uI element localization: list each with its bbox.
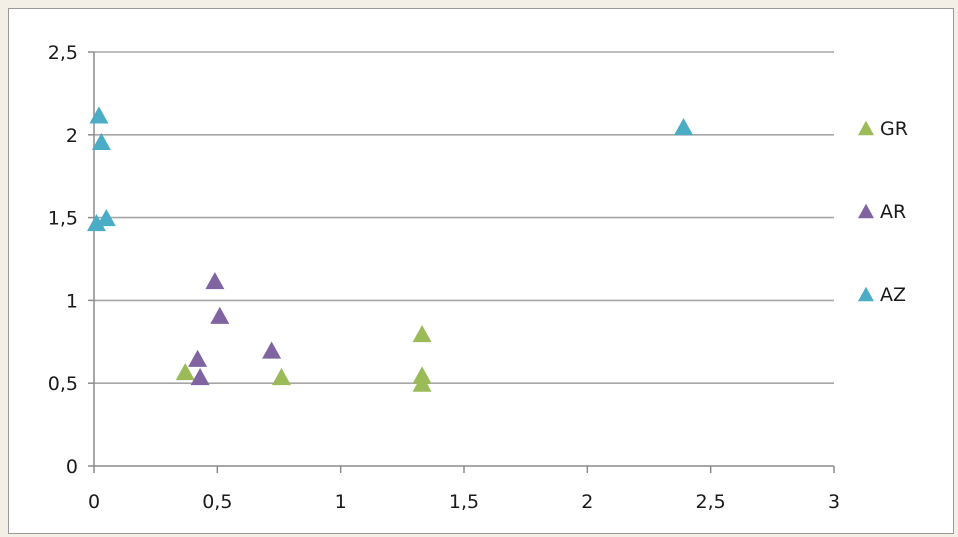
x-tick-label: 1 xyxy=(335,491,347,513)
data-point-gr xyxy=(412,374,432,392)
data-points xyxy=(86,106,694,392)
chart-frame xyxy=(8,8,954,534)
axes: 0 0,5 1 1,5 2 2,5 0 0,5 1 1,5 2 2,5 3 xyxy=(48,42,840,513)
data-point-ar xyxy=(262,341,282,359)
x-tick-label: 2 xyxy=(581,491,593,513)
x-tick-label: 3 xyxy=(828,491,840,513)
data-point-gr xyxy=(271,368,291,386)
x-tick-label: 0 xyxy=(88,491,100,513)
y-tick-label: 0 xyxy=(66,456,78,478)
data-point-ar xyxy=(205,271,225,290)
y-tick-label: 0,5 xyxy=(48,373,78,395)
data-point-az xyxy=(91,132,111,150)
legend-marker-az xyxy=(858,286,874,302)
data-point-az xyxy=(89,106,109,124)
y-tick-label: 2,5 xyxy=(48,42,78,64)
y-tick-label: 1,5 xyxy=(48,208,78,230)
legend-label-gr: GR xyxy=(880,118,908,140)
legend-label-ar: AR xyxy=(880,201,906,223)
data-point-ar xyxy=(210,306,230,324)
x-tick-label: 1,5 xyxy=(449,491,479,513)
data-point-az xyxy=(674,117,694,136)
legend-marker-ar xyxy=(858,203,874,219)
data-point-gr xyxy=(175,363,195,381)
legend-label-az: AZ xyxy=(880,284,906,306)
gridlines xyxy=(94,51,834,385)
data-point-az xyxy=(86,214,106,232)
data-point-ar xyxy=(190,368,210,386)
legend: GR AR AZ xyxy=(858,118,908,306)
x-tick-label: 0,5 xyxy=(202,491,232,513)
data-point-az xyxy=(96,209,116,227)
x-tick-label: 2,5 xyxy=(696,491,726,513)
y-tick-label: 1 xyxy=(66,290,78,312)
y-tick-label: 2 xyxy=(66,125,78,147)
data-point-gr xyxy=(412,324,432,343)
legend-marker-gr xyxy=(858,120,874,136)
data-point-ar xyxy=(188,349,208,367)
